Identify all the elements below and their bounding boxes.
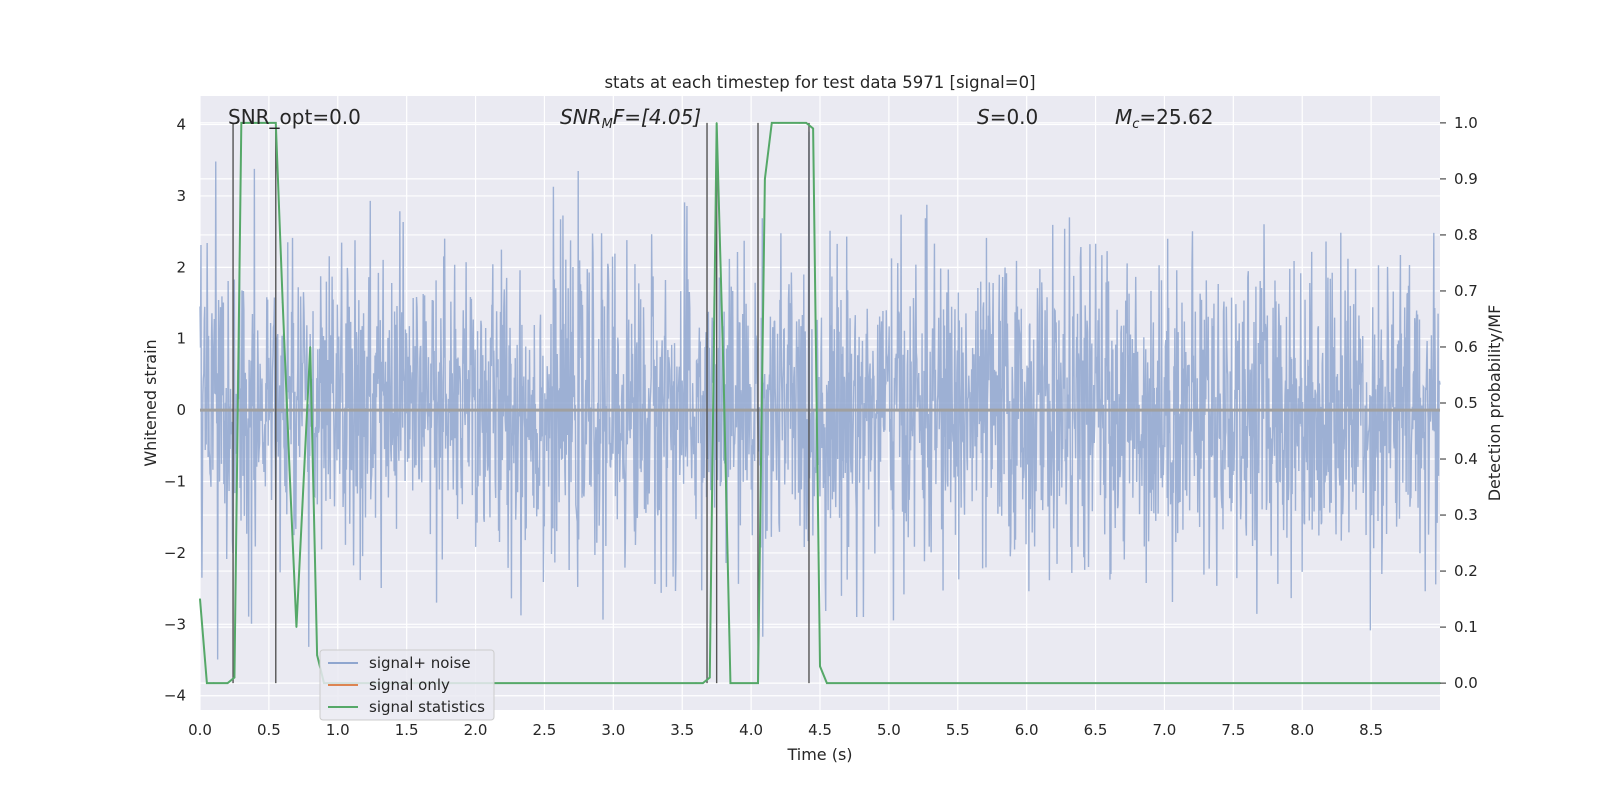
x-tick-label: 1.0	[326, 721, 350, 739]
signal-statistics-point	[812, 127, 814, 130]
x-tick-label: 3.0	[601, 721, 625, 739]
signal-statistics-point	[819, 665, 821, 668]
signal-statistics-point	[316, 654, 318, 656]
y-tick-label: −4	[164, 687, 186, 705]
x-tick-label: 6.0	[1015, 721, 1039, 739]
chart-title: stats at each timestep for test data 597…	[604, 73, 1035, 92]
signal-statistics-point	[302, 486, 305, 488]
annotation-s: S=0.0	[977, 105, 1038, 129]
y-tick-label: 2	[176, 258, 186, 276]
annotation-mc: Mc=25.62	[1115, 105, 1213, 132]
annotation-snr-mf-rest: F=[4.05]	[613, 105, 701, 129]
signal-statistics-point	[309, 346, 312, 348]
y-tick-label: 0	[176, 401, 186, 419]
annotation-s-rest: =0.0	[990, 105, 1039, 129]
y-right-tick-label: 0.5	[1454, 394, 1478, 412]
x-tick-label: 3.5	[670, 721, 694, 739]
y-right-tick-label: 0.2	[1454, 562, 1478, 580]
signal-statistics-point	[722, 374, 725, 376]
signal-statistics-point	[798, 122, 801, 124]
signal-statistics-point	[757, 682, 759, 684]
legend: signal+ noise signal only signal statist…	[319, 649, 495, 721]
y-right-tick-label: 0.8	[1454, 226, 1478, 244]
signal-statistics-point	[805, 122, 808, 124]
x-tick-label: 0.5	[257, 721, 281, 739]
y-tick-label: 4	[176, 116, 186, 134]
ticks: 0.0 0.5 1.0 1.5 2.0 2.5 3.0 3.5 4.0 4.5 5.0 5.5 6.0 6…	[164, 114, 1478, 739]
signal-statistics-point	[770, 122, 773, 124]
signal-statistics-point	[212, 682, 215, 684]
signal-statistics-point	[729, 682, 732, 684]
x-axis-title: Time (s)	[786, 745, 852, 764]
x-tick-label: 5.0	[877, 721, 901, 739]
y-right-tick-label: 0.7	[1454, 282, 1478, 300]
y-right-tick-label: 0.1	[1454, 618, 1478, 636]
annotation-snr-opt: SNR_opt=0.0	[228, 105, 361, 129]
legend-box	[319, 649, 495, 721]
annotation-s-name: S	[977, 105, 990, 129]
signal-statistics-point	[764, 178, 766, 180]
y-tick-label: −2	[164, 544, 186, 562]
x-tick-label: 0.0	[188, 721, 212, 739]
signal-statistics-point	[226, 682, 229, 684]
signal-noise-line	[199, 131, 1441, 660]
signal-statistics-point	[702, 682, 704, 684]
annotation-mc-sub: c	[1132, 117, 1139, 132]
signal-statistics-point	[254, 122, 256, 124]
signal-statistics-point	[206, 682, 208, 684]
x-tick-label: 8.5	[1359, 721, 1383, 739]
legend-label-signal-only: signal only	[369, 676, 450, 694]
x-tick-label: 8.0	[1290, 721, 1314, 739]
x-tick-label: 6.5	[1084, 721, 1108, 739]
x-tick-label: 2.0	[464, 721, 488, 739]
x-tick-label: 7.5	[1221, 721, 1245, 739]
annotation-snr-mf-sub: M	[602, 117, 613, 132]
signal-statistics-point	[288, 469, 291, 472]
x-tick-label: 4.0	[739, 721, 763, 739]
x-tick-label: 1.5	[395, 721, 419, 739]
signal-statistics-point	[777, 122, 780, 124]
x-tick-label: 2.5	[533, 721, 557, 739]
signal-statistics-point	[695, 682, 697, 684]
signal-statistics-point	[247, 122, 250, 124]
annotation-mc-rest: =25.62	[1139, 105, 1213, 129]
y-axis-title: Whitened strain	[141, 339, 160, 466]
y-right-tick-label: 0.9	[1454, 170, 1478, 188]
marker-lines	[232, 122, 810, 684]
signal-statistics-point	[199, 598, 201, 600]
y-right-tick-label: 0.0	[1454, 674, 1478, 692]
y-tick-label: 3	[176, 187, 186, 205]
y-right-tick-label: 0.4	[1454, 450, 1478, 468]
y-right-tick-label: 0.6	[1454, 338, 1478, 356]
signal-statistics-point	[715, 122, 718, 124]
signal-noise-series	[199, 131, 1441, 660]
signal-statistics-point	[708, 676, 711, 679]
legend-label-signal-statistics: signal statistics	[369, 698, 485, 716]
legend-label-signal-noise: signal+ noise	[369, 654, 471, 672]
signal-statistics-point	[240, 122, 243, 124]
signal-statistics-point	[274, 122, 277, 124]
annotation-snr-mf-name: SNR	[560, 105, 602, 129]
y-right-tick-label: 0.3	[1454, 506, 1478, 524]
signal-statistics-point	[295, 626, 298, 628]
y-right-tick-label: 1.0	[1454, 114, 1478, 132]
y-tick-label: −3	[164, 615, 186, 633]
annotation-mc-name: M	[1115, 105, 1132, 129]
annotation-snr-mf: SNRMF=[4.05]	[560, 105, 701, 132]
signal-statistics-point	[826, 682, 828, 684]
signal-statistics-point	[268, 122, 270, 124]
signal-statistics-point	[233, 676, 236, 679]
y-tick-label: −1	[164, 473, 186, 491]
y-tick-label: 1	[176, 330, 186, 348]
y-axis-right-title: Detection probability/MF	[1485, 305, 1504, 502]
x-tick-label: 7.0	[1153, 721, 1177, 739]
x-tick-label: 5.5	[946, 721, 970, 739]
x-tick-label: 4.5	[808, 721, 832, 739]
signal-statistics-point	[281, 301, 284, 303]
signal-statistics-point	[261, 122, 263, 124]
